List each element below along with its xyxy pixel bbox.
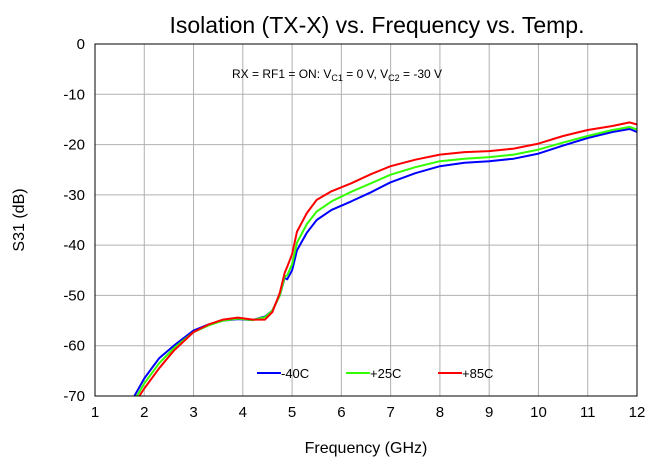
- legend-label-minus40c: -40C: [281, 366, 309, 381]
- annotation-mid: = 0 V, V: [343, 67, 388, 81]
- y-tick-label: -60: [63, 338, 85, 355]
- annotation-sub-c2: C2: [388, 73, 400, 83]
- series-line-plus85c: [138, 121, 638, 397]
- legend: -40C +25C +85C: [257, 366, 493, 381]
- y-axis-title: S31 (dB): [11, 188, 28, 251]
- legend-label-plus85c: +85C: [462, 366, 493, 381]
- y-tick-label: -30: [63, 187, 85, 204]
- annotation-prefix: RX = RF1 = ON: V: [232, 67, 331, 81]
- x-tick-label: 12: [629, 404, 646, 421]
- y-tick-label: -20: [63, 137, 85, 154]
- chart-title: Isolation (TX-X) vs. Frequency vs. Temp.: [170, 12, 585, 38]
- bias-annotation: RX = RF1 = ON: VC1 = 0 V, VC2 = -30 V: [232, 67, 442, 83]
- x-tick-label: 3: [189, 404, 197, 421]
- y-tick-label: -70: [63, 388, 85, 405]
- x-tick-labels: 1 2 3 4 5 6 7 8 9 10 11 12: [91, 404, 646, 421]
- y-tick-label: -10: [63, 86, 85, 103]
- x-axis-title: Frequency (GHz): [305, 440, 428, 457]
- x-tick-label: 7: [386, 404, 394, 421]
- y-tick-label: -40: [63, 237, 85, 254]
- x-tick-label: 11: [580, 404, 596, 421]
- plot-frame: [94, 43, 638, 397]
- series-layer: [133, 121, 638, 397]
- y-tick-label: -50: [63, 287, 85, 304]
- y-tick-labels: 0 -10 -20 -30 -40 -50 -60 -70: [63, 36, 85, 405]
- y-tick-label: 0: [77, 36, 85, 53]
- x-tick-label: 6: [337, 404, 345, 421]
- grid-lines: [95, 44, 637, 396]
- x-tick-label: 10: [530, 404, 547, 421]
- x-tick-label: 8: [436, 404, 444, 421]
- x-tick-label: 1: [91, 404, 99, 421]
- x-tick-label: 5: [288, 404, 296, 421]
- x-tick-label: 2: [140, 404, 148, 421]
- x-tick-label: 4: [239, 404, 247, 421]
- legend-label-plus25c: +25C: [370, 366, 401, 381]
- annotation-sub-c1: C1: [331, 73, 343, 83]
- annotation-suffix: = -30 V: [400, 67, 442, 81]
- x-tick-label: 9: [485, 404, 493, 421]
